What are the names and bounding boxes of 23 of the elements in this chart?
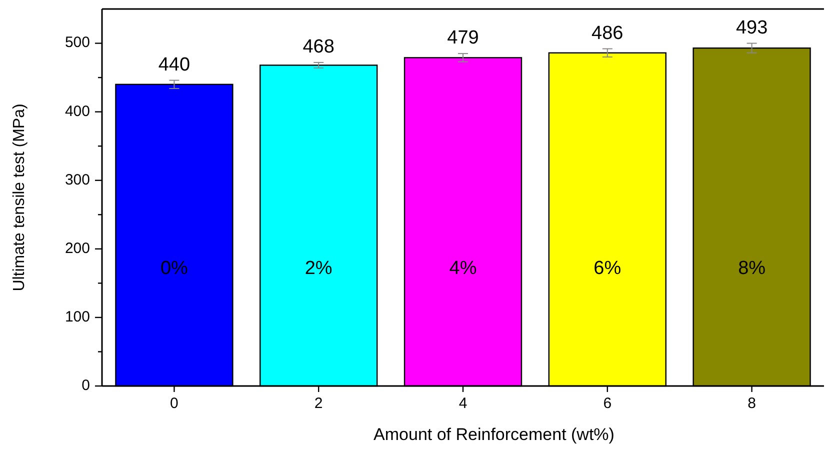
annotation: 4% bbox=[449, 258, 477, 280]
y-axis-title: Ultimate tensile test (MPa) bbox=[11, 104, 28, 292]
annotation: 6% bbox=[594, 258, 622, 280]
data-label: 493 bbox=[736, 17, 768, 38]
x-tick-label: 8 bbox=[748, 395, 756, 412]
x-tick-label: 2 bbox=[314, 395, 323, 412]
annotation: 8% bbox=[738, 258, 766, 280]
data-label: 468 bbox=[302, 36, 334, 58]
y-tick-label: 200 bbox=[64, 240, 90, 257]
x-tick-label: 0 bbox=[170, 395, 178, 412]
data-label: 440 bbox=[158, 54, 190, 76]
y-tick-label: 400 bbox=[64, 102, 90, 120]
y-tick-label: 0 bbox=[82, 376, 90, 394]
y-tick-label: 100 bbox=[64, 308, 90, 326]
annotation: 0% bbox=[160, 258, 188, 280]
x-tick-label: 4 bbox=[458, 395, 468, 412]
x-tick-label: 6 bbox=[603, 395, 612, 412]
data-label: 486 bbox=[592, 22, 624, 44]
y-tick-label: 500 bbox=[64, 34, 90, 52]
data-label: 479 bbox=[447, 28, 479, 49]
x-axis-title: Amount of Reinforcement (wt%) bbox=[374, 425, 614, 444]
y-tick-label: 300 bbox=[64, 171, 90, 188]
annotation: 2% bbox=[304, 258, 332, 280]
